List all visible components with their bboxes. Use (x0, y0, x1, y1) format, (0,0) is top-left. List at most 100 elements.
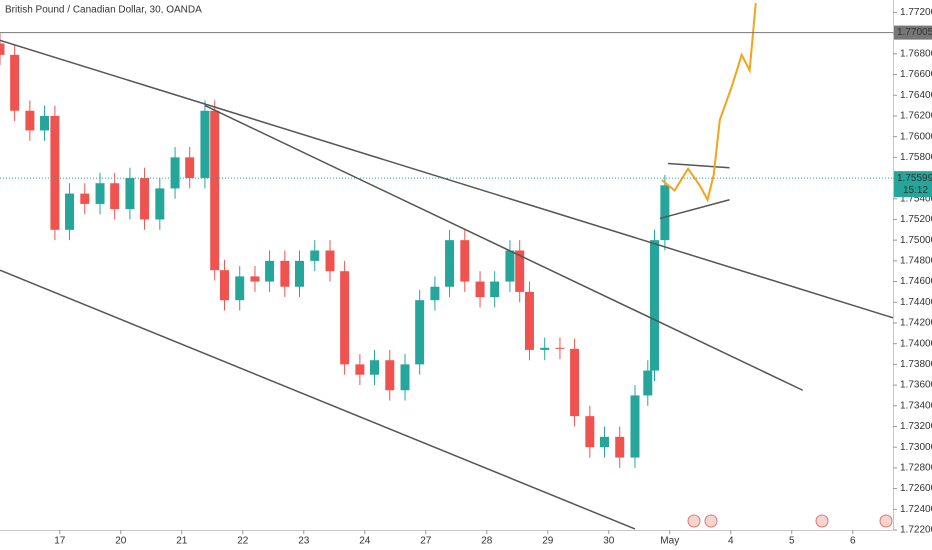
candle-body (280, 260, 290, 287)
candle-body (250, 276, 260, 282)
candle-body (125, 178, 135, 210)
candle-body (643, 370, 653, 396)
last-price-badge (894, 171, 932, 198)
candle-body (555, 347, 565, 349)
candle-body (540, 347, 550, 350)
x-tick-label: 5 (789, 536, 795, 547)
candle-body (650, 240, 660, 371)
x-tick-label: 21 (176, 536, 188, 547)
candle-body (570, 348, 580, 417)
candle-body (370, 360, 380, 375)
x-tick-label: 4 (728, 536, 734, 547)
candle-body (355, 364, 365, 375)
y-tick-label: 1.73800 (900, 359, 932, 370)
event-icons (687, 514, 893, 528)
candle-body (385, 360, 395, 391)
y-tick-label: 1.74600 (900, 276, 932, 287)
y-tick-label: 1.73200 (900, 421, 932, 432)
candle-body (40, 115, 50, 131)
candle-body (490, 281, 500, 298)
trend-line (659, 199, 730, 220)
candle-body (505, 250, 515, 282)
candle-body (415, 300, 425, 365)
event-icon (687, 514, 701, 528)
candle-body (170, 157, 180, 189)
candle-body (80, 193, 90, 204)
x-tick-label: 27 (420, 536, 432, 547)
candle-body (0, 43, 5, 55)
candle-body (265, 260, 275, 282)
trend-line (0, 39, 894, 319)
x-tick-label: 20 (115, 536, 127, 547)
candle-body (660, 185, 670, 241)
y-tick-label: 1.76800 (900, 48, 932, 59)
event-icon (879, 514, 893, 528)
y-tick-label: 1.73400 (900, 400, 932, 411)
candle-body (65, 193, 75, 230)
y-tick-label: 1.72800 (900, 463, 932, 474)
candle-body (10, 54, 20, 111)
candle-body (615, 436, 625, 458)
candle-body (325, 250, 335, 272)
candle-body (630, 395, 640, 458)
candle-body (445, 240, 455, 287)
y-tick-label: 1.76200 (900, 111, 932, 122)
y-tick-label: 1.72600 (900, 483, 932, 494)
candle-body (155, 188, 165, 220)
y-tick-label: 1.76000 (900, 131, 932, 142)
candle-body (430, 286, 440, 301)
y-tick-label: 1.73000 (900, 442, 932, 453)
price-line-label: 1.77005 (897, 27, 932, 38)
y-tick-label: 1.76600 (900, 69, 932, 80)
y-tick-label: 1.74200 (900, 318, 932, 329)
price-line-badge (894, 25, 932, 40)
candle-body (585, 416, 595, 448)
candle-body (110, 183, 120, 210)
candle-body (310, 250, 320, 261)
projection-line (661, 3, 757, 203)
candle-body (460, 240, 470, 282)
y-tick-label: 1.75800 (900, 152, 932, 163)
countdown-label: 15:12 (903, 185, 928, 196)
y-tick-label: 1.75200 (900, 214, 932, 225)
trend-line (204, 104, 804, 391)
y-tick-label: 1.76400 (900, 90, 932, 101)
x-tick-label: 17 (54, 536, 66, 547)
candle-body (340, 271, 350, 365)
last-price-label: 1.75599 (897, 173, 932, 184)
candle-body (515, 250, 525, 292)
x-tick-label: 22 (237, 536, 249, 547)
y-tick-label: 1.74400 (900, 297, 932, 308)
y-tick-label: 1.77200 (900, 7, 932, 18)
y-tick-label: 1.75400 (900, 193, 932, 204)
y-tick-label: 1.72400 (900, 504, 932, 515)
candle-body (219, 270, 229, 301)
candle-body (140, 178, 150, 220)
candle-body (50, 115, 60, 230)
x-tick-label: 6 (850, 536, 856, 547)
candle-body (400, 364, 410, 391)
plot-area (0, 3, 894, 530)
candle-body (475, 281, 485, 298)
x-tick-label: 28 (481, 536, 493, 547)
trend-line (0, 269, 636, 530)
y-tick-label: 1.74000 (900, 338, 932, 349)
x-tick-label: 29 (542, 536, 554, 547)
y-tick-label: 1.72200 (900, 525, 932, 536)
candle-body (524, 291, 534, 350)
candle-body (294, 260, 304, 287)
trend-line (667, 162, 730, 169)
event-icon (815, 514, 829, 528)
y-tick-label: 1.75000 (900, 235, 932, 246)
x-tick-label: May (660, 536, 679, 547)
candle-body (599, 436, 609, 448)
candle-body (210, 110, 220, 271)
candle-body (200, 110, 210, 179)
event-icon (704, 514, 718, 528)
x-tick-label: 23 (298, 536, 310, 547)
y-tick-label: 1.73600 (900, 380, 932, 391)
candle-body (95, 183, 105, 204)
y-tick-label: 1.74800 (900, 256, 932, 267)
